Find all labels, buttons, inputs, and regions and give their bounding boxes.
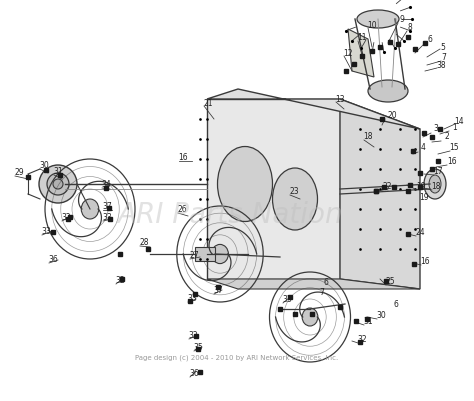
- Text: 37: 37: [102, 202, 112, 211]
- Polygon shape: [207, 279, 420, 289]
- Text: ARI Parts Nation: ARI Parts Nation: [117, 200, 343, 229]
- Ellipse shape: [302, 308, 318, 326]
- Text: 8: 8: [408, 23, 412, 32]
- Text: 30: 30: [39, 161, 49, 170]
- Text: 33: 33: [282, 295, 292, 304]
- Text: 16: 16: [420, 257, 430, 266]
- Ellipse shape: [39, 166, 77, 203]
- Text: 30: 30: [376, 311, 386, 320]
- Text: 6: 6: [393, 300, 399, 309]
- Text: 1: 1: [453, 123, 457, 132]
- Ellipse shape: [368, 81, 408, 103]
- Text: 34: 34: [101, 180, 111, 189]
- Text: 32: 32: [61, 213, 71, 222]
- Text: 10: 10: [367, 20, 377, 29]
- Text: 19: 19: [419, 193, 429, 202]
- Text: 28: 28: [139, 238, 149, 247]
- Text: 6: 6: [428, 34, 432, 43]
- Text: 14: 14: [454, 116, 464, 125]
- Text: 18: 18: [431, 182, 441, 191]
- Ellipse shape: [273, 168, 318, 231]
- Ellipse shape: [429, 176, 441, 194]
- Text: 7: 7: [319, 288, 324, 297]
- Text: 26: 26: [177, 205, 187, 214]
- Text: 36: 36: [189, 369, 199, 378]
- Text: 18: 18: [363, 132, 373, 141]
- Text: 25: 25: [385, 277, 395, 286]
- Polygon shape: [195, 247, 215, 261]
- Text: 31: 31: [363, 317, 373, 326]
- Ellipse shape: [211, 245, 228, 264]
- Polygon shape: [207, 100, 340, 279]
- Ellipse shape: [53, 180, 63, 190]
- Text: 17: 17: [433, 167, 443, 176]
- Text: 19: 19: [416, 182, 426, 191]
- Text: 23: 23: [289, 187, 299, 196]
- Text: 37: 37: [213, 286, 223, 295]
- Text: 2: 2: [445, 132, 449, 141]
- Text: 24: 24: [415, 228, 425, 237]
- Text: 12: 12: [343, 49, 353, 57]
- Ellipse shape: [357, 11, 399, 29]
- Text: 4: 4: [420, 143, 426, 152]
- Text: 7: 7: [442, 53, 447, 62]
- Text: 33: 33: [187, 294, 197, 303]
- Polygon shape: [340, 100, 420, 289]
- Text: 33: 33: [102, 213, 112, 222]
- Text: 29: 29: [14, 168, 24, 177]
- Ellipse shape: [218, 147, 273, 222]
- Text: 9: 9: [400, 16, 404, 24]
- Text: 27: 27: [189, 251, 199, 260]
- Text: 21: 21: [203, 98, 213, 107]
- Text: 35: 35: [193, 342, 203, 352]
- Text: 11: 11: [357, 33, 367, 43]
- Text: 16: 16: [447, 157, 457, 166]
- Text: 32: 32: [115, 276, 125, 285]
- Text: 3: 3: [434, 124, 438, 133]
- Text: 6: 6: [324, 278, 328, 287]
- Text: 33: 33: [41, 227, 51, 236]
- Polygon shape: [348, 30, 374, 78]
- Text: Page design (c) 2004 - 2010 by ARI Network Services, Inc.: Page design (c) 2004 - 2010 by ARI Netwo…: [136, 354, 338, 360]
- Ellipse shape: [81, 200, 99, 219]
- Text: 32: 32: [188, 331, 198, 340]
- Text: 16: 16: [178, 153, 188, 162]
- Text: 5: 5: [440, 43, 446, 51]
- Text: 31: 31: [53, 167, 63, 176]
- Text: 22: 22: [382, 182, 392, 191]
- Text: 13: 13: [335, 94, 345, 103]
- Polygon shape: [207, 90, 420, 130]
- Ellipse shape: [47, 174, 69, 196]
- Text: 32: 32: [357, 335, 367, 344]
- Text: 15: 15: [449, 143, 459, 152]
- Text: 36: 36: [48, 255, 58, 264]
- Ellipse shape: [424, 170, 446, 200]
- Text: 38: 38: [436, 60, 446, 69]
- Text: 20: 20: [387, 111, 397, 120]
